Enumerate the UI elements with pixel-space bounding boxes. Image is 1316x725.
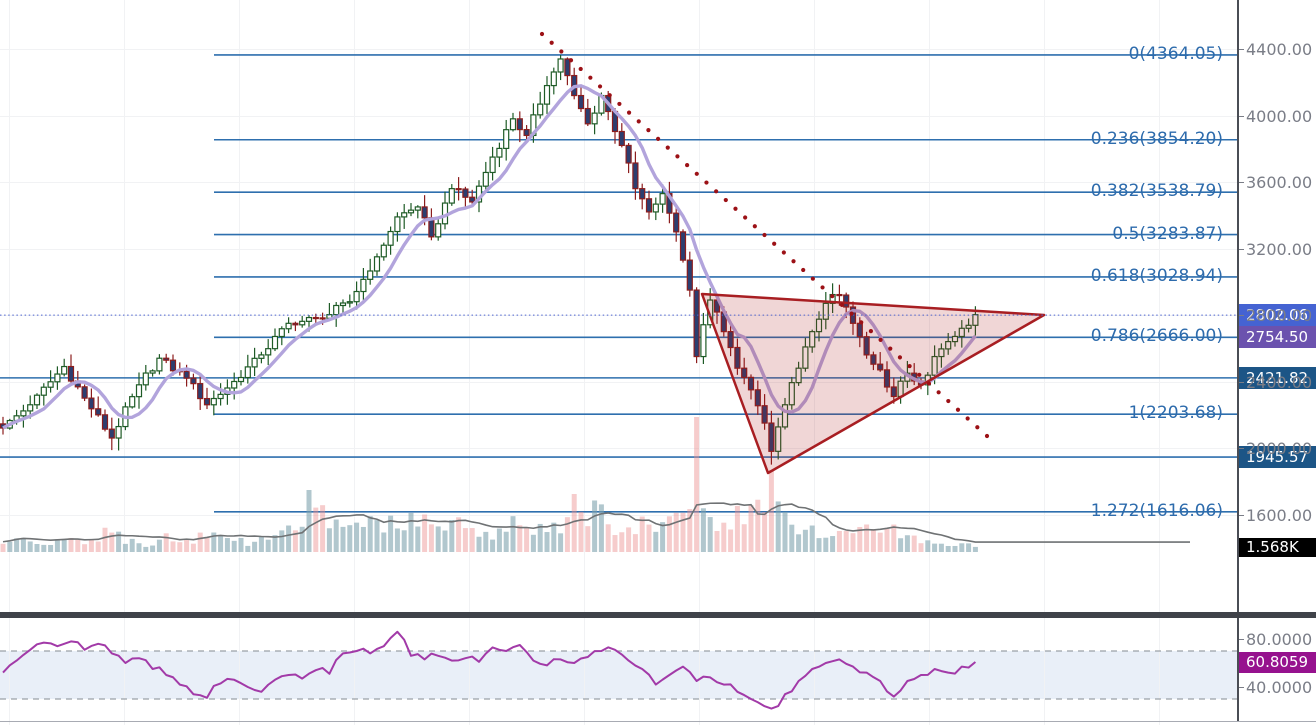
volume-value-badge: 1.568K bbox=[1239, 538, 1316, 557]
fib-level-label-0[interactable]: 0(4364.05) bbox=[1128, 43, 1223, 64]
rsi-axis[interactable]: 60.8059 80.0000 40.0000 bbox=[1237, 618, 1316, 722]
price-tick-4: 2800.00 bbox=[1238, 306, 1313, 325]
fib-level-label-1[interactable]: 0.236(3854.20) bbox=[1090, 128, 1223, 149]
price-tick-5: 2400.00 bbox=[1238, 372, 1313, 392]
hline-price-badge-2: 1945.57 bbox=[1239, 446, 1316, 468]
last-price-badge: 2802.06 bbox=[1239, 304, 1316, 326]
main-chart-canvas[interactable] bbox=[0, 0, 1237, 612]
price-tick-7: 1600.00 bbox=[1238, 505, 1313, 525]
hline-price-badge-1: 2421.82 bbox=[1239, 367, 1316, 389]
rsi-tick-1: 40.0000 bbox=[1238, 678, 1313, 697]
fib-labels-layer: 0(4364.05) 0.236(3854.20) 0.382(3538.79) 0.… bbox=[1090, 43, 1223, 521]
fib-level-label-3[interactable]: 0.5(3283.87) bbox=[1112, 223, 1223, 244]
ma-value-badge: 2754.50 bbox=[1239, 326, 1316, 348]
rsi-tick-0: 80.0000 bbox=[1238, 630, 1313, 649]
fib-level-label-5[interactable]: 0.786(2666.00) bbox=[1090, 326, 1223, 347]
fib-level-label-4[interactable]: 0.618(3028.94) bbox=[1090, 265, 1223, 286]
time-axis-border bbox=[0, 721, 1316, 722]
price-axis[interactable]: 2802.06 2754.50 2421.82 1945.57 1.568K 4… bbox=[1237, 0, 1316, 612]
price-tick-6: 2000.00 bbox=[1238, 439, 1313, 458]
price-tick-0: 4400.00 bbox=[1238, 40, 1313, 59]
fib-level-label-6[interactable]: 1(2203.68) bbox=[1128, 403, 1223, 424]
fib-level-label-2[interactable]: 0.382(3538.79) bbox=[1090, 181, 1223, 202]
price-tick-2: 3600.00 bbox=[1238, 173, 1313, 192]
pane-separator[interactable] bbox=[0, 612, 1316, 618]
rsi-pane-canvas[interactable] bbox=[0, 618, 1237, 725]
price-tick-3: 3200.00 bbox=[1238, 239, 1313, 259]
rsi-value-badge: 60.8059 bbox=[1239, 652, 1316, 673]
price-tick-1: 4000.00 bbox=[1238, 106, 1313, 126]
fib-level-label-7[interactable]: 1.272(1616.06) bbox=[1090, 500, 1223, 521]
